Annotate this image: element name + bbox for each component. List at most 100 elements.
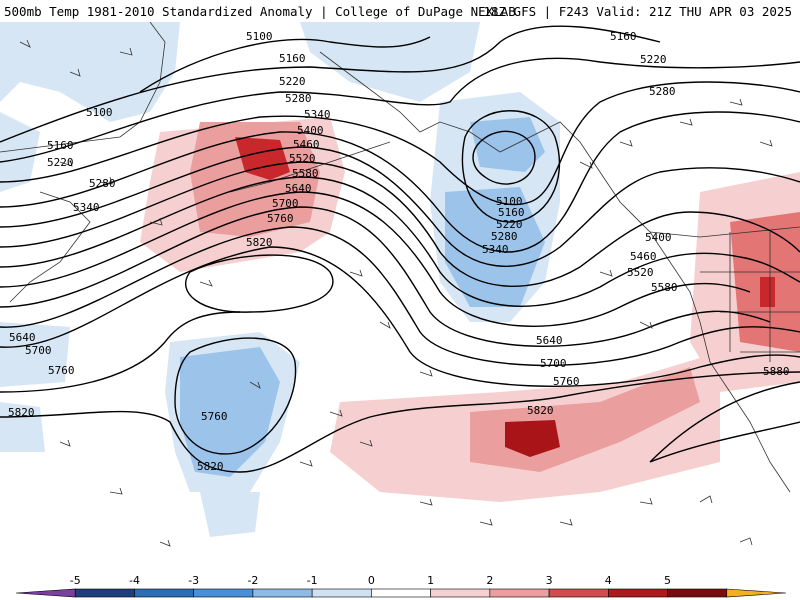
barb bbox=[59, 269, 433, 495]
model-run-info: 18Z GFS | F243 Valid: 21Z THU APR 03 202… bbox=[483, 4, 792, 19]
colorbar-ticks: -5 -4 -3 -2 -1 0 1 2 3 4 5 bbox=[70, 574, 671, 587]
colorbar-swatch bbox=[311, 588, 372, 598]
colorbar-tick-label: 0 bbox=[368, 574, 375, 587]
contour-5520 bbox=[0, 176, 800, 307]
contour-5580 bbox=[0, 191, 751, 327]
contour-label: 5880 bbox=[763, 365, 790, 378]
contour-5340 bbox=[0, 111, 800, 253]
contour-label: 5760 bbox=[201, 410, 228, 423]
contour-label: 5220 bbox=[640, 53, 667, 66]
shade-neg-alaska bbox=[300, 22, 480, 102]
contour-label: 5760 bbox=[48, 364, 75, 377]
colorbar-tick-label: -2 bbox=[247, 574, 258, 587]
contour-label: 5220 bbox=[496, 218, 523, 231]
colorbar-swatch bbox=[430, 588, 491, 598]
contour-5400 bbox=[0, 146, 800, 267]
contour-5880 bbox=[649, 381, 800, 463]
coast-alaska bbox=[319, 51, 671, 263]
barb bbox=[299, 439, 653, 526]
colorbar-swatch bbox=[608, 588, 668, 598]
map-title: 500mb Temp 1981-2010 Standardized Anomal… bbox=[4, 4, 516, 19]
contour-label: 5160 bbox=[279, 52, 306, 65]
colorbar-swatch bbox=[252, 588, 313, 598]
shade-pos-us-core bbox=[760, 277, 775, 307]
contour-label: 5280 bbox=[491, 230, 518, 243]
contour-label: 5760 bbox=[267, 212, 294, 225]
shade-pos-nw-core bbox=[235, 137, 290, 180]
contour-label: 5220 bbox=[47, 156, 74, 169]
colorbar-tick-label: 3 bbox=[546, 574, 553, 587]
contour-label: 5460 bbox=[293, 138, 320, 151]
contour-label: 5640 bbox=[9, 331, 36, 344]
contour-5760-low bbox=[174, 337, 297, 455]
contour-label: 5700 bbox=[272, 197, 299, 210]
contour-label: 5340 bbox=[304, 108, 331, 121]
shade-neg-west2 bbox=[0, 402, 45, 452]
colorbar-swatch bbox=[548, 588, 609, 598]
contour-label: 5820 bbox=[246, 236, 273, 249]
colorbar-swatch bbox=[667, 588, 728, 598]
contour-label: 5280 bbox=[285, 92, 312, 105]
contour-label: 5640 bbox=[536, 334, 563, 347]
contour-label: 5520 bbox=[627, 266, 654, 279]
anomaly-map: 5100 5160 5220 5280 5340 5400 5460 5520 … bbox=[0, 22, 800, 572]
shade-neg-nw2 bbox=[0, 112, 40, 192]
colorbar-tick-label: -4 bbox=[129, 574, 140, 587]
contour-labels: 5100 5160 5220 5280 5340 5400 5460 5520 … bbox=[8, 30, 790, 473]
shade-neg-sw bbox=[200, 492, 260, 537]
contour-label: 5700 bbox=[540, 357, 567, 370]
contour-5760-upper bbox=[0, 246, 800, 387]
coast-us bbox=[669, 261, 791, 493]
contour-5820-ring bbox=[185, 254, 334, 313]
shade-pos-subtrop-core bbox=[505, 420, 560, 457]
contour-label: 5460 bbox=[630, 250, 657, 263]
barb bbox=[579, 139, 753, 546]
barb bbox=[159, 98, 773, 547]
contour-label: 5400 bbox=[645, 231, 672, 244]
contour-label: 5580 bbox=[292, 167, 319, 180]
contour-label: 5220 bbox=[279, 75, 306, 88]
barb bbox=[19, 39, 163, 226]
contour-label: 5160 bbox=[610, 30, 637, 43]
border-states bbox=[700, 232, 800, 362]
colorbar-tick-label: 1 bbox=[427, 574, 434, 587]
contour-trough-5160 bbox=[461, 110, 561, 223]
contour-label: 5400 bbox=[297, 124, 324, 137]
colorbar-swatches bbox=[15, 588, 787, 598]
contour-label: 5760 bbox=[553, 375, 580, 388]
colorbar-swatch bbox=[371, 588, 431, 598]
colorbar-tick-label: -3 bbox=[188, 574, 199, 587]
anomaly-colorbar: -5 -4 -3 -2 -1 0 1 2 3 4 5 bbox=[0, 572, 800, 600]
contour-label: 5100 bbox=[86, 106, 113, 119]
contour-label: 5580 bbox=[651, 281, 678, 294]
height-contours bbox=[0, 25, 800, 473]
colorbar-swatch bbox=[134, 588, 194, 598]
contour-5280-north bbox=[0, 81, 800, 206]
colorbar-tick-label: 2 bbox=[486, 574, 493, 587]
contour-label: 5280 bbox=[89, 177, 116, 190]
colorbar-tick-label: 4 bbox=[605, 574, 612, 587]
contour-label: 5160 bbox=[47, 139, 74, 152]
contour-label: 5640 bbox=[285, 182, 312, 195]
contour-5220-north bbox=[0, 57, 800, 163]
map-header: 500mb Temp 1981-2010 Standardized Anomal… bbox=[0, 0, 800, 22]
shade-neg-nw bbox=[0, 22, 180, 122]
shade-neg-trough-top bbox=[470, 117, 545, 172]
contour-5460 bbox=[0, 161, 800, 287]
contour-label: 5520 bbox=[289, 152, 316, 165]
colorbar-tick-label: -5 bbox=[70, 574, 81, 587]
coast-aleutians bbox=[229, 141, 391, 193]
contour-label: 5340 bbox=[482, 243, 509, 256]
contour-label: 5820 bbox=[197, 460, 224, 473]
colorbar-tick-label: -1 bbox=[307, 574, 318, 587]
contour-label: 5160 bbox=[498, 206, 525, 219]
contour-label: 5100 bbox=[246, 30, 273, 43]
contour-trough-inner bbox=[472, 130, 536, 185]
contour-label: 5820 bbox=[527, 404, 554, 417]
border-canada-us bbox=[649, 226, 800, 238]
contour-5640 bbox=[0, 206, 771, 347]
contour-5700 bbox=[0, 226, 800, 367]
colorbar-swatch bbox=[74, 588, 135, 598]
contour-5100-north bbox=[139, 36, 431, 93]
colorbar-swatch bbox=[726, 588, 787, 598]
